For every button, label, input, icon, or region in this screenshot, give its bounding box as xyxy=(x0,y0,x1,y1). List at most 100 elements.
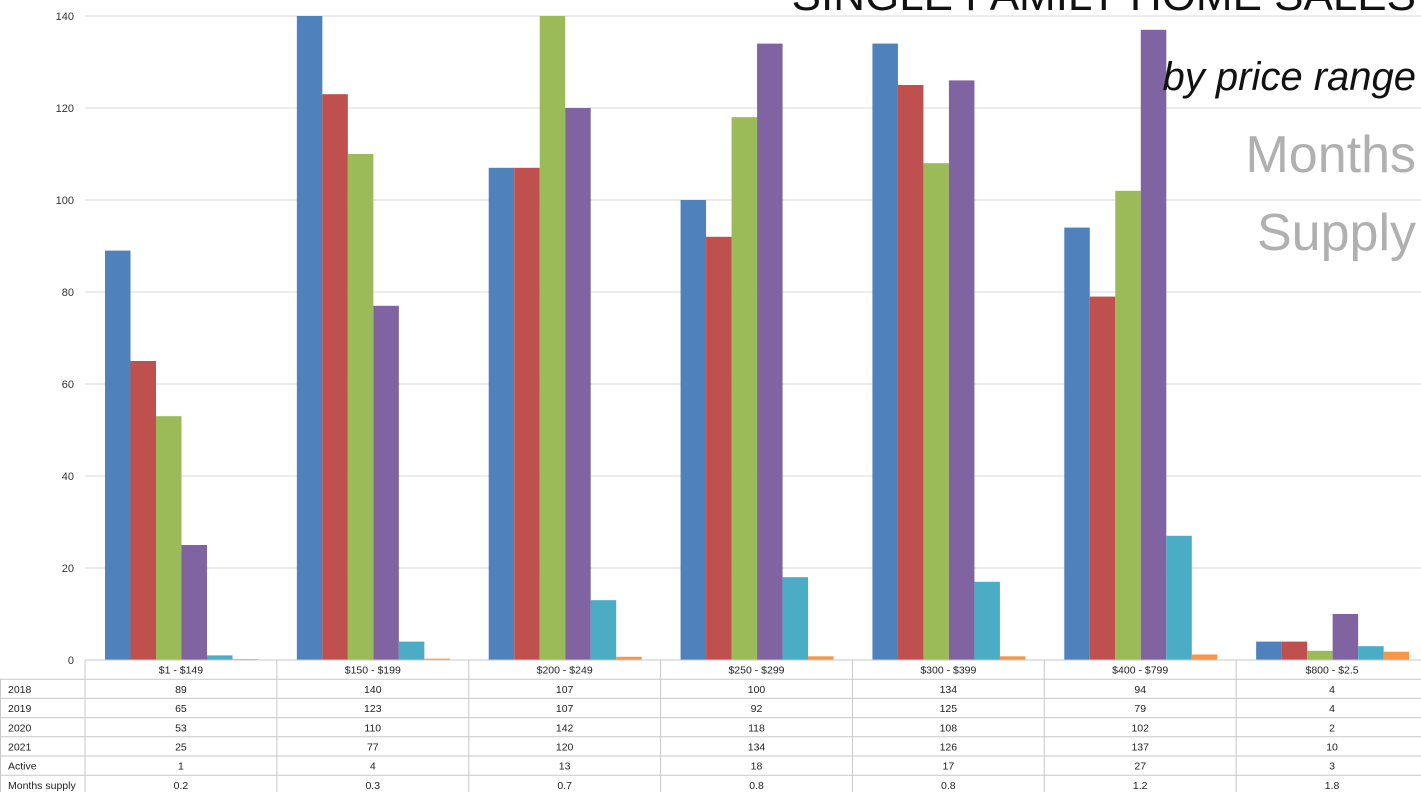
series-label: Active xyxy=(8,761,37,773)
bar xyxy=(808,656,834,660)
bar xyxy=(565,108,591,660)
x-tick-label: $400 - $799 xyxy=(1112,665,1168,677)
bar xyxy=(1191,654,1218,660)
data-label: 126 xyxy=(940,742,958,754)
x-tick-label: $1 - $149 xyxy=(159,665,204,677)
bar xyxy=(488,167,515,661)
x-tick-label: $300 - $399 xyxy=(920,665,976,677)
data-label: 1.2 xyxy=(1133,780,1148,792)
bar xyxy=(1281,641,1308,660)
title-line-2: by price range xyxy=(1163,55,1416,99)
y-tick-label: 0 xyxy=(68,655,74,667)
series-label: 2019 xyxy=(8,703,32,715)
y-tick-label: 120 xyxy=(56,103,74,115)
bar xyxy=(1140,29,1167,661)
data-label: 110 xyxy=(364,722,381,734)
bar xyxy=(757,43,783,661)
data-label: 0.8 xyxy=(941,780,956,792)
x-tick-label: $150 - $199 xyxy=(345,665,401,677)
data-label: 2 xyxy=(1329,722,1335,734)
x-tick-label: $800 - $2.5 xyxy=(1306,665,1359,677)
data-label: 134 xyxy=(748,742,766,754)
x-tick-label: $250 - $299 xyxy=(728,665,784,677)
data-label: 1.8 xyxy=(1325,780,1340,792)
data-label: 4 xyxy=(370,761,376,773)
data-label: 125 xyxy=(940,703,958,715)
bar xyxy=(296,16,323,660)
bar xyxy=(1332,614,1359,660)
data-label: 137 xyxy=(1131,742,1149,754)
data-label: 25 xyxy=(175,742,187,754)
bar xyxy=(347,154,374,660)
bar xyxy=(514,167,540,661)
title-line-4: Supply xyxy=(1257,204,1416,262)
bar xyxy=(373,305,399,660)
data-label: 89 xyxy=(175,684,187,696)
data-label: 107 xyxy=(556,684,574,696)
bar xyxy=(1358,646,1384,660)
bar xyxy=(207,655,233,660)
y-tick-label: 100 xyxy=(56,195,74,207)
data-label: 77 xyxy=(367,742,379,754)
data-label: 142 xyxy=(556,722,574,734)
data-label: 4 xyxy=(1329,684,1335,696)
bar xyxy=(782,577,809,660)
bar xyxy=(948,80,975,660)
data-label: 92 xyxy=(751,703,763,715)
data-label: 100 xyxy=(748,684,766,696)
series-label: 2021 xyxy=(8,742,32,754)
bar xyxy=(616,656,642,660)
bar xyxy=(590,600,617,660)
series-label: 2018 xyxy=(8,684,32,696)
data-label: 108 xyxy=(940,722,958,734)
data-table: $1 - $149 $150 - $199 $200 - $249 $250 - $2… xyxy=(0,659,1421,792)
data-label: 1 xyxy=(178,761,184,773)
y-tick-label: 80 xyxy=(62,287,74,299)
bar xyxy=(680,200,707,660)
data-label: 10 xyxy=(1326,742,1338,754)
data-label: 3 xyxy=(1329,761,1335,773)
bar xyxy=(999,656,1026,660)
data-label: 65 xyxy=(175,703,187,715)
bar xyxy=(1115,190,1141,661)
bar xyxy=(398,641,425,660)
data-label: 27 xyxy=(1134,761,1146,773)
y-tick-label: 140 xyxy=(56,11,74,23)
series-label: Months supply xyxy=(8,780,76,792)
data-label: 0.7 xyxy=(557,780,572,792)
data-label: 102 xyxy=(1131,722,1149,734)
bar xyxy=(872,43,898,661)
y-axis-ticks: 0 20 40 60 80 100 120 140 xyxy=(56,11,74,667)
bar xyxy=(706,236,732,661)
x-tick-label: $200 - $249 xyxy=(537,665,593,677)
bar xyxy=(731,117,758,660)
data-label: 118 xyxy=(748,722,765,734)
bar xyxy=(322,94,348,660)
bar xyxy=(1383,651,1410,660)
title-line-3: Months xyxy=(1245,126,1416,184)
bar xyxy=(897,85,924,660)
data-label: 94 xyxy=(1134,684,1146,696)
data-label: 0.3 xyxy=(365,780,380,792)
data-label: 53 xyxy=(175,722,187,734)
y-tick-label: 20 xyxy=(62,563,74,575)
data-label: 107 xyxy=(556,703,574,715)
chart-title: SINGLE FAMILY HOME SALES by price range … xyxy=(792,0,1416,262)
bar xyxy=(181,545,207,660)
bar xyxy=(1166,535,1192,660)
data-label: 0.8 xyxy=(749,780,764,792)
bar xyxy=(923,163,949,660)
bar xyxy=(539,16,566,660)
bar xyxy=(1089,296,1116,660)
bar xyxy=(1064,227,1090,660)
bar xyxy=(156,416,182,660)
data-label: 79 xyxy=(1134,703,1146,715)
data-label: 18 xyxy=(751,761,763,773)
y-tick-label: 60 xyxy=(62,379,74,391)
bar xyxy=(424,658,450,660)
bars xyxy=(105,16,1410,661)
data-label: 120 xyxy=(556,742,574,754)
bar xyxy=(1307,650,1333,660)
series-label: 2020 xyxy=(8,722,32,734)
